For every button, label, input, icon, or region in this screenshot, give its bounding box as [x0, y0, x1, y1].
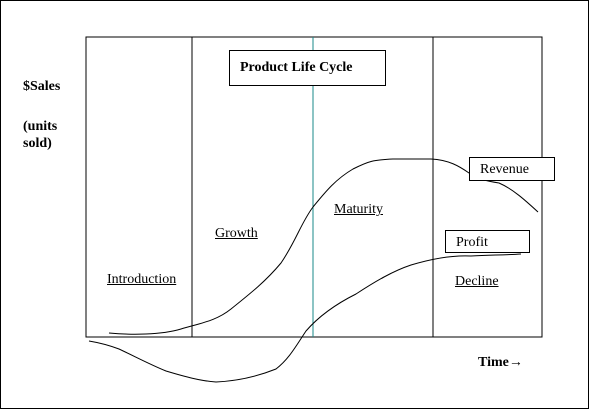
- y-axis-sublabel-line1: (units: [23, 119, 58, 134]
- profit-label: Profit: [456, 235, 488, 250]
- profit-label-box: Profit: [445, 230, 530, 253]
- stage-label-growth: Growth: [215, 226, 258, 241]
- revenue-label-box: Revenue: [469, 157, 555, 181]
- right-arrow-icon: →: [508, 355, 523, 370]
- stage-frame: [85, 36, 543, 338]
- x-axis-label-wrap: Time→: [478, 355, 523, 371]
- stage-label-maturity: Maturity: [334, 202, 383, 217]
- profit-curve: [88, 253, 522, 383]
- y-axis-label: $Sales: [23, 79, 61, 94]
- y-axis-sublabel-line2: sold): [23, 136, 52, 151]
- stage-label-decline: Decline: [455, 274, 499, 289]
- diagram-title: Product Life Cycle: [240, 60, 353, 75]
- stage-label-introduction: Introduction: [107, 272, 177, 287]
- title-box: Product Life Cycle: [229, 50, 386, 86]
- x-axis-label: Time: [478, 355, 509, 370]
- revenue-label: Revenue: [480, 162, 529, 177]
